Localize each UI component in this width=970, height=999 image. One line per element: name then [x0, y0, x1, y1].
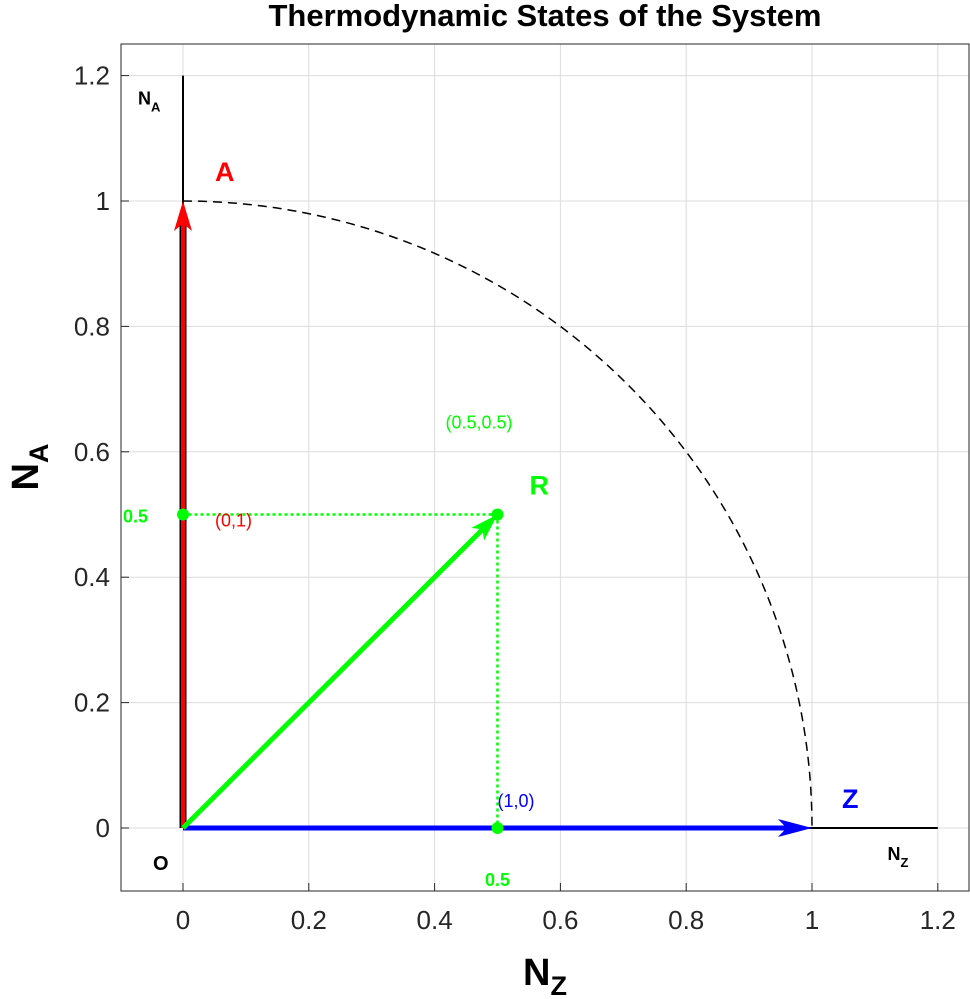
unit-circle-arc [182, 200, 813, 829]
annotation-r-coord: (0.5,0.5) [446, 413, 513, 433]
y-axis-label: NA [5, 444, 54, 491]
y-tick-label: 0.2 [74, 688, 110, 718]
vector-r-label: R [530, 471, 550, 501]
vector-z-label: Z [842, 784, 859, 814]
data-point [177, 508, 189, 521]
x-tick-label: 0.4 [417, 905, 453, 935]
tick-labels: 0 0.2 0.4 0.6 0.8 1 1.2 0 0.2 0.4 0.6 0.8 1 1.2 [74, 61, 956, 935]
annotation-a-coord: (0,1) [215, 511, 252, 531]
vector-a-label: A [215, 157, 235, 187]
y-tick-label: 0.4 [74, 562, 110, 592]
x-tick-label: 1 [805, 905, 819, 935]
vector-r-line [181, 526, 486, 830]
y-tick-label: 0.6 [74, 437, 110, 467]
x-tick-label: 0 [176, 905, 190, 935]
projection-label-x: 0.5 [485, 870, 510, 890]
projection-label-y: 0.5 [123, 507, 148, 527]
vector-a-arrowhead [174, 201, 192, 231]
x-tick-label: 0.8 [668, 905, 704, 935]
origin-label: O [153, 853, 169, 875]
data-point [491, 508, 504, 521]
y-tick-label: 1 [96, 186, 110, 216]
plot-frame [120, 43, 970, 892]
x-axis-label: NZ [523, 952, 567, 999]
y-tick-label: 0 [96, 813, 110, 843]
annotation-z-coord: (1,0) [498, 791, 535, 811]
vector-r-arrowhead [471, 514, 498, 541]
data-point [491, 822, 504, 834]
chart-title: Thermodynamic States of the System [269, 0, 822, 33]
y-tick-label: 1.2 [74, 61, 110, 91]
plot-area: A Z R NZ NA O (0.5,0.5) (0,1) (1,0) 0.5 0.5 [123, 75, 938, 890]
vector-z-arrowhead [778, 819, 812, 837]
na-axis-name: NA [138, 88, 161, 114]
x-tick-label: 0.6 [542, 905, 578, 935]
grid-lines [121, 44, 969, 891]
x-tick-label: 1.2 [920, 905, 956, 935]
y-tick-label: 0.8 [74, 311, 110, 341]
nz-axis-name: NZ [887, 844, 908, 870]
x-tick-label: 0.2 [291, 905, 327, 935]
